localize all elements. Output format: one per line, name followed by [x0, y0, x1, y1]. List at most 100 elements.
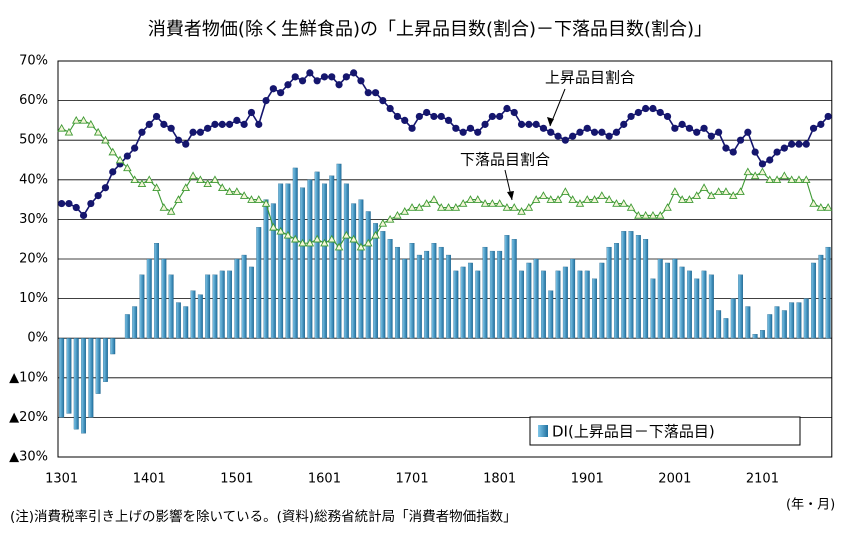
marker [262, 97, 270, 105]
marker [196, 128, 204, 136]
marker [218, 120, 226, 128]
marker [766, 156, 774, 164]
marker [160, 120, 168, 128]
bar [365, 211, 371, 339]
bar [643, 239, 649, 339]
marker [181, 183, 191, 191]
bar [635, 235, 641, 339]
marker [750, 171, 760, 180]
bar [621, 231, 627, 339]
marker [612, 128, 621, 136]
marker [795, 140, 803, 148]
bar [541, 270, 546, 339]
marker [350, 69, 358, 77]
marker [371, 89, 380, 97]
marker [620, 120, 628, 128]
x-tick-label: 2001 [658, 472, 691, 487]
marker [824, 112, 832, 121]
marker [320, 238, 329, 247]
marker [547, 128, 555, 136]
marker [575, 199, 585, 207]
marker [108, 147, 118, 156]
marker [349, 234, 358, 243]
marker [524, 203, 534, 211]
marker [313, 77, 321, 85]
marker [736, 136, 745, 144]
marker [561, 187, 570, 195]
marker [429, 195, 439, 203]
bar [95, 338, 101, 394]
marker [612, 199, 621, 207]
marker [721, 187, 731, 195]
bar [672, 258, 678, 339]
marker [233, 116, 241, 124]
x-axis-label: (年・月) [786, 498, 835, 513]
marker [138, 128, 146, 136]
marker [101, 184, 110, 192]
marker [510, 108, 518, 117]
bar [234, 258, 240, 339]
x-tick-label: 1801 [483, 472, 516, 487]
marker [642, 104, 650, 113]
marker [378, 218, 388, 227]
marker [729, 148, 737, 156]
bar [307, 179, 313, 339]
bar [818, 254, 824, 339]
marker [225, 187, 234, 195]
marker [79, 115, 88, 124]
y-tick-label: 20% [19, 252, 48, 267]
y-tick-label: 40% [19, 172, 48, 187]
marker [152, 183, 161, 191]
marker [714, 187, 723, 195]
marker [152, 112, 161, 121]
marker [277, 89, 285, 97]
bar [570, 258, 576, 339]
bar [752, 334, 758, 339]
line [61, 119, 829, 249]
marker [780, 171, 789, 180]
bar [190, 290, 196, 339]
marker [379, 97, 387, 105]
marker [641, 211, 650, 219]
plot-border [57, 60, 833, 458]
marker [503, 104, 511, 113]
bar [650, 278, 656, 339]
bar [175, 302, 181, 339]
bar [329, 175, 335, 339]
marker [335, 81, 343, 89]
bar [628, 231, 634, 339]
marker [568, 195, 577, 203]
marker [269, 222, 278, 231]
marker [371, 230, 380, 239]
marker [423, 108, 431, 117]
marker [364, 89, 372, 97]
bar [745, 306, 751, 339]
y-tick-label: 60% [19, 93, 48, 108]
legend-box [529, 416, 801, 446]
marker [707, 132, 715, 140]
marker [385, 214, 395, 223]
marker [131, 144, 139, 152]
bar [467, 262, 473, 339]
marker [137, 179, 147, 188]
bar [278, 183, 284, 339]
marker [415, 203, 424, 211]
bar [475, 270, 481, 339]
bar [256, 227, 262, 339]
footnote: (注)消費税率引き上げの影響を除いている。(資料)総務省統計局「消費者物価指数」 [10, 508, 517, 525]
y-tick-label: ▲20% [9, 410, 48, 425]
bar [132, 306, 138, 339]
bar [336, 163, 342, 339]
bar [811, 262, 816, 339]
marker [802, 140, 810, 148]
marker [773, 148, 781, 156]
bar [205, 274, 211, 339]
marker [166, 207, 176, 215]
marker [604, 195, 614, 203]
bar [219, 270, 225, 339]
y-tick-label: ▲10% [9, 370, 48, 385]
marker [189, 128, 197, 136]
marker [407, 203, 417, 211]
marker [188, 171, 198, 180]
marker [787, 175, 796, 184]
